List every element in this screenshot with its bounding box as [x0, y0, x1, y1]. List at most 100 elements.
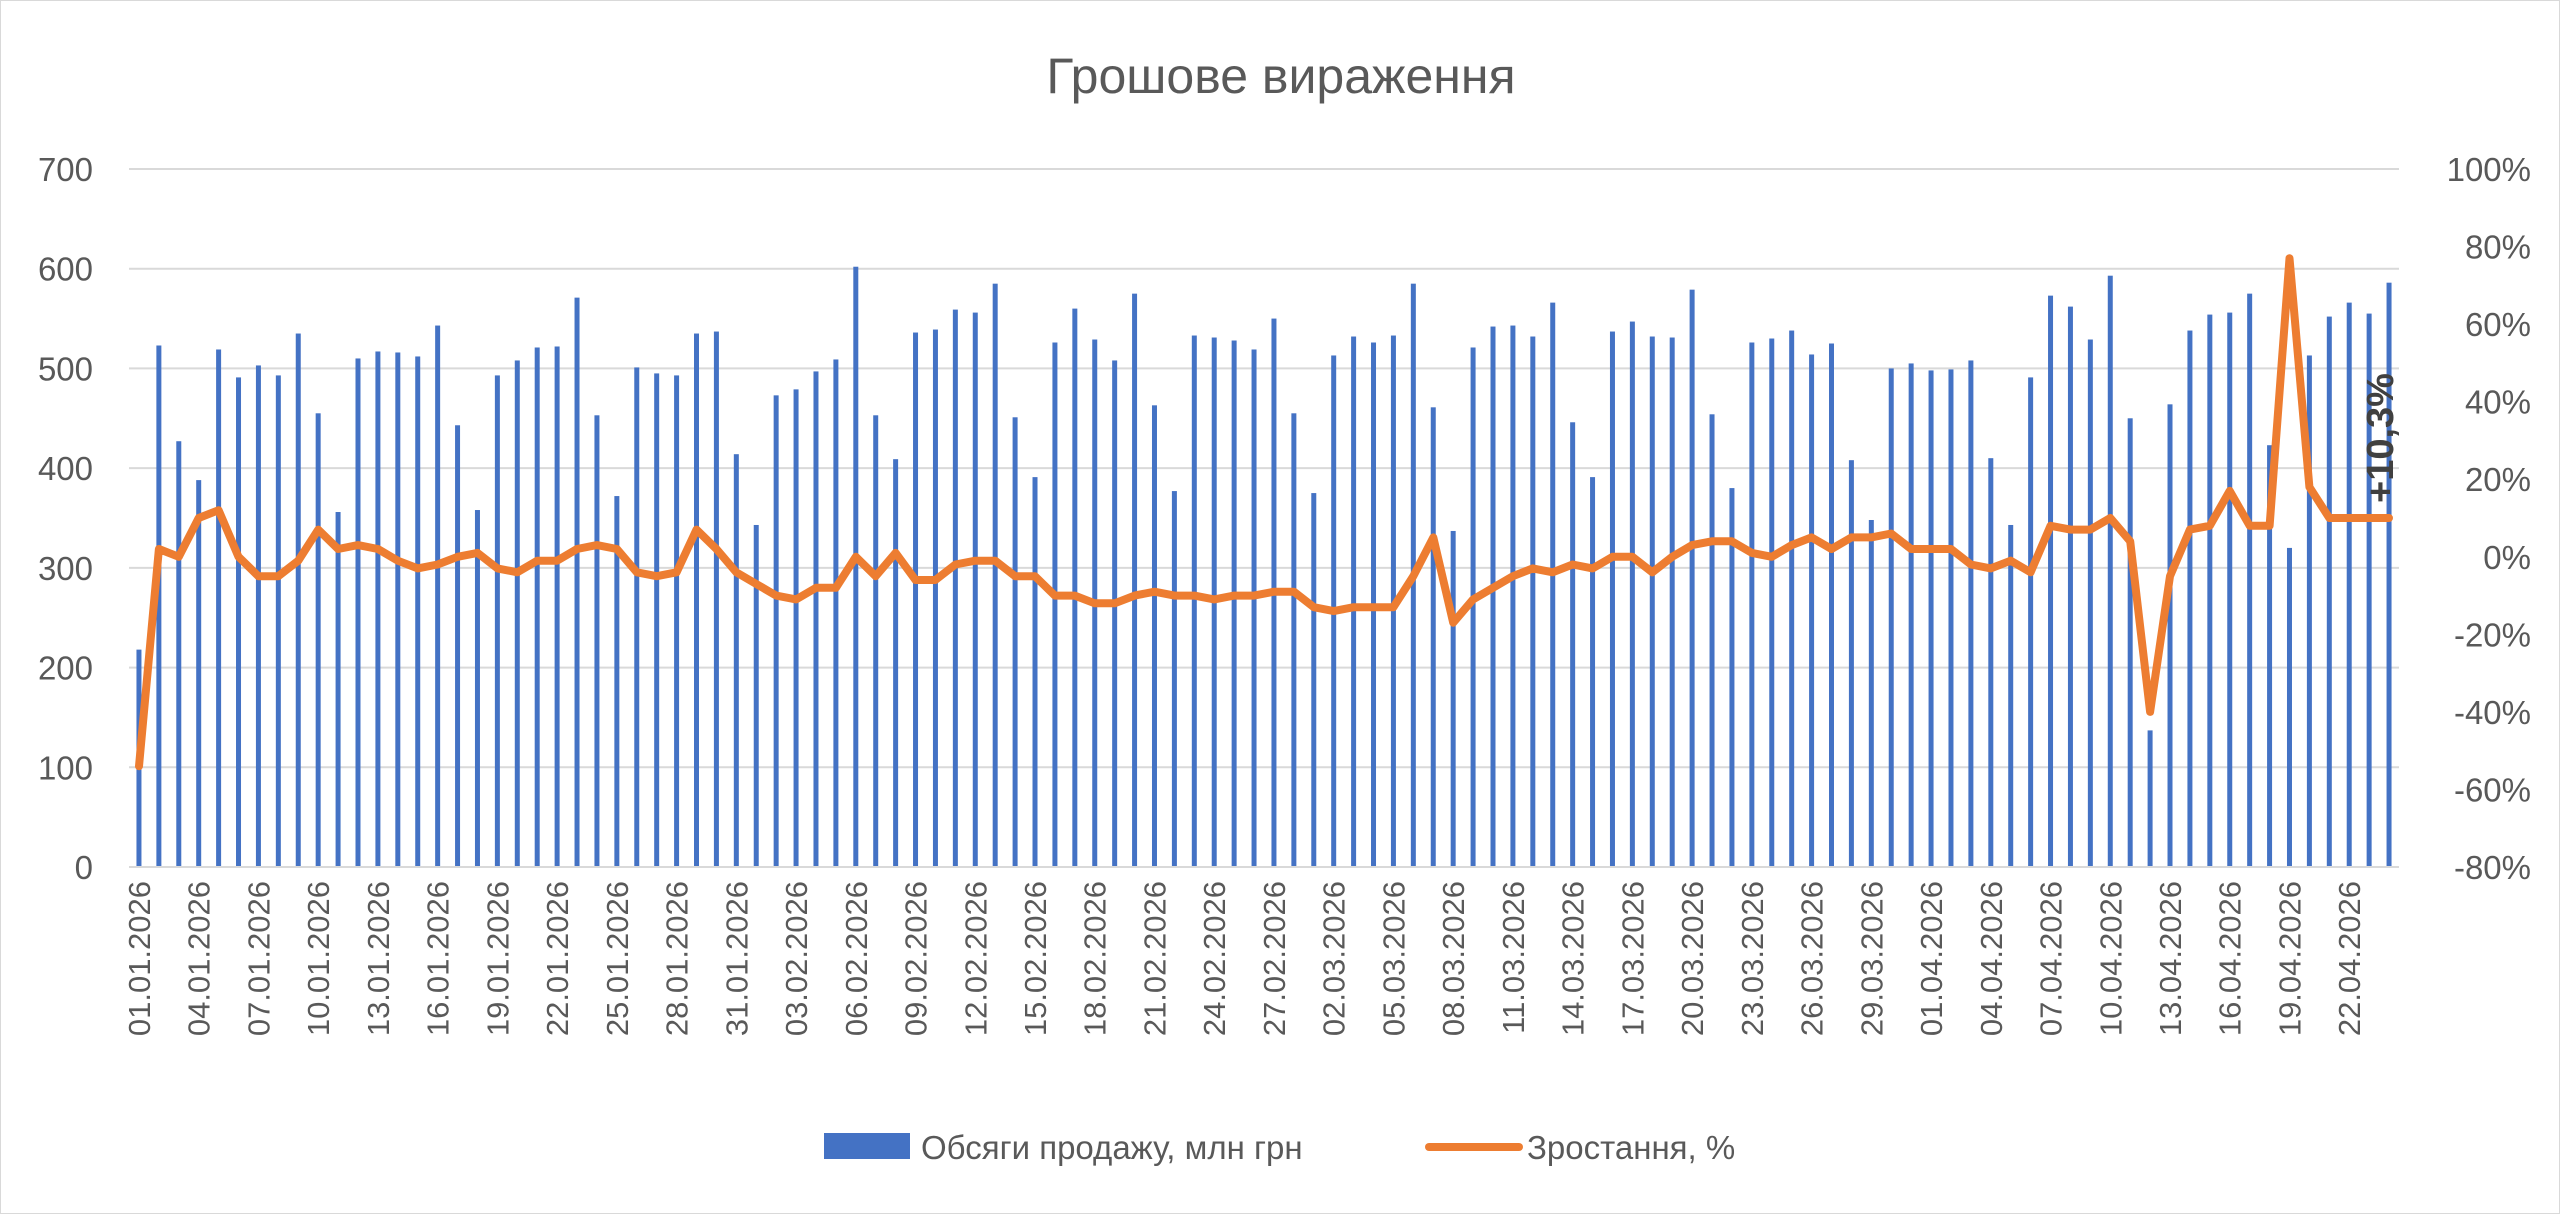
x-axis-tick-label: 13.04.2026: [2153, 881, 2188, 1036]
x-axis-tick-label: 10.04.2026: [2093, 881, 2128, 1036]
bar: [733, 454, 739, 867]
x-axis-tick-label: 04.01.2026: [182, 881, 217, 1036]
bar: [554, 346, 560, 867]
left-axis-tick-label: 100: [38, 749, 93, 786]
bar: [893, 459, 899, 867]
bar: [415, 356, 421, 867]
bar: [1749, 342, 1755, 867]
x-axis-tick-label: 17.03.2026: [1615, 881, 1650, 1036]
bar: [534, 347, 540, 867]
x-axis-tick-label: 01.01.2026: [122, 881, 157, 1036]
bar: [2366, 313, 2372, 868]
right-axis-tick-label: -60%: [2454, 771, 2531, 808]
bar: [1689, 289, 1695, 867]
bar: [853, 266, 859, 868]
bar: [992, 283, 998, 868]
bar: [1032, 477, 1038, 867]
x-axis-tick-label: 19.01.2026: [480, 881, 515, 1036]
right-axis-tick-label: 100%: [2447, 151, 2531, 188]
x-axis-tick-label: 16.04.2026: [2213, 881, 2248, 1036]
bar: [1888, 368, 1894, 867]
bar: [972, 312, 978, 867]
bar: [2346, 302, 2352, 867]
x-axis-tick-label: 12.02.2026: [958, 881, 993, 1036]
x-axis-tick-label: 19.04.2026: [2272, 881, 2307, 1036]
bar: [315, 413, 321, 867]
bar: [275, 375, 281, 867]
bar: [1171, 491, 1177, 867]
bar: [1928, 370, 1934, 867]
bar: [574, 297, 580, 867]
bar: [375, 351, 381, 867]
right-axis-tick-label: 80%: [2465, 229, 2531, 266]
left-axis-tick-label: 300: [38, 550, 93, 587]
x-axis-tick-label: 10.01.2026: [301, 881, 336, 1036]
x-axis-tick-label: 09.02.2026: [899, 881, 934, 1036]
bar: [1988, 458, 1994, 867]
bar: [2286, 547, 2292, 867]
bar: [2386, 282, 2392, 867]
bar: [1112, 360, 1118, 867]
legend-line-label: Зростання, %: [1527, 1129, 1735, 1166]
bar: [1968, 360, 1974, 867]
right-axis-tick-label: 60%: [2465, 306, 2531, 343]
bar: [2306, 355, 2312, 867]
bar: [1848, 460, 1854, 867]
bar: [2167, 404, 2173, 867]
bar: [1649, 336, 1655, 867]
x-axis-tick-label: 18.02.2026: [1078, 881, 1113, 1036]
bar: [1191, 335, 1197, 868]
bar: [1789, 330, 1795, 868]
x-axis-tick-label: 02.03.2026: [1317, 881, 1352, 1036]
right-axis-tick-label: -80%: [2454, 849, 2531, 886]
x-axis-tick-label: 29.03.2026: [1854, 881, 1889, 1036]
x-axis-tick-label: 13.01.2026: [361, 881, 396, 1036]
x-axis-tick-label: 04.04.2026: [1974, 881, 2009, 1036]
x-axis-tick-label: 07.01.2026: [241, 881, 276, 1036]
bar: [435, 325, 441, 868]
bar: [2207, 314, 2213, 867]
bar: [1809, 354, 1815, 867]
bar: [1012, 417, 1018, 867]
bar: [1132, 293, 1138, 868]
bar: [1868, 519, 1874, 867]
bar: [196, 480, 202, 867]
bar: [1729, 488, 1735, 867]
gridlines: [129, 168, 2399, 868]
bar: [1709, 414, 1715, 867]
bar: [1311, 493, 1317, 867]
right-axis-tick-label: 20%: [2465, 461, 2531, 498]
x-axis-tick-label: 23.03.2026: [1735, 881, 1770, 1036]
right-axis-tick-label: -40%: [2454, 694, 2531, 731]
x-axis-tick-label: 01.04.2026: [1914, 881, 1949, 1036]
left-axis-tick-label: 500: [38, 350, 93, 387]
bar: [2147, 730, 2153, 867]
bar: [674, 375, 680, 867]
last-value-annotation: +10,3%: [2360, 373, 2402, 503]
growth-line: [135, 254, 2393, 771]
x-axis-tick-label: 11.03.2026: [1496, 881, 1531, 1034]
left-axis-tick-label: 0: [75, 849, 93, 886]
bar: [1072, 308, 1078, 868]
bar: [1470, 347, 1476, 867]
bar-series: [136, 266, 2392, 868]
bar: [2227, 312, 2233, 867]
bar: [1351, 336, 1357, 867]
left-axis-tick-label: 600: [38, 251, 93, 288]
legend-bar-swatch: [824, 1133, 910, 1159]
bar: [355, 358, 361, 867]
x-axis-tick-label: 03.02.2026: [779, 881, 814, 1036]
left-axis-tick-label: 200: [38, 650, 93, 687]
x-axis-tick-label: 22.04.2026: [2332, 881, 2367, 1036]
bar: [395, 352, 401, 868]
bar: [1908, 363, 1914, 867]
bar: [1430, 407, 1436, 867]
x-axis-tick-label: 28.01.2026: [660, 881, 695, 1036]
chart-title: Грошове вираження: [1046, 48, 1515, 104]
bar: [634, 367, 640, 867]
bar: [694, 333, 699, 867]
bar: [1510, 325, 1516, 868]
left-axis-tick-label: 700: [38, 151, 93, 188]
bar: [1530, 336, 1536, 867]
bar: [1450, 530, 1456, 867]
